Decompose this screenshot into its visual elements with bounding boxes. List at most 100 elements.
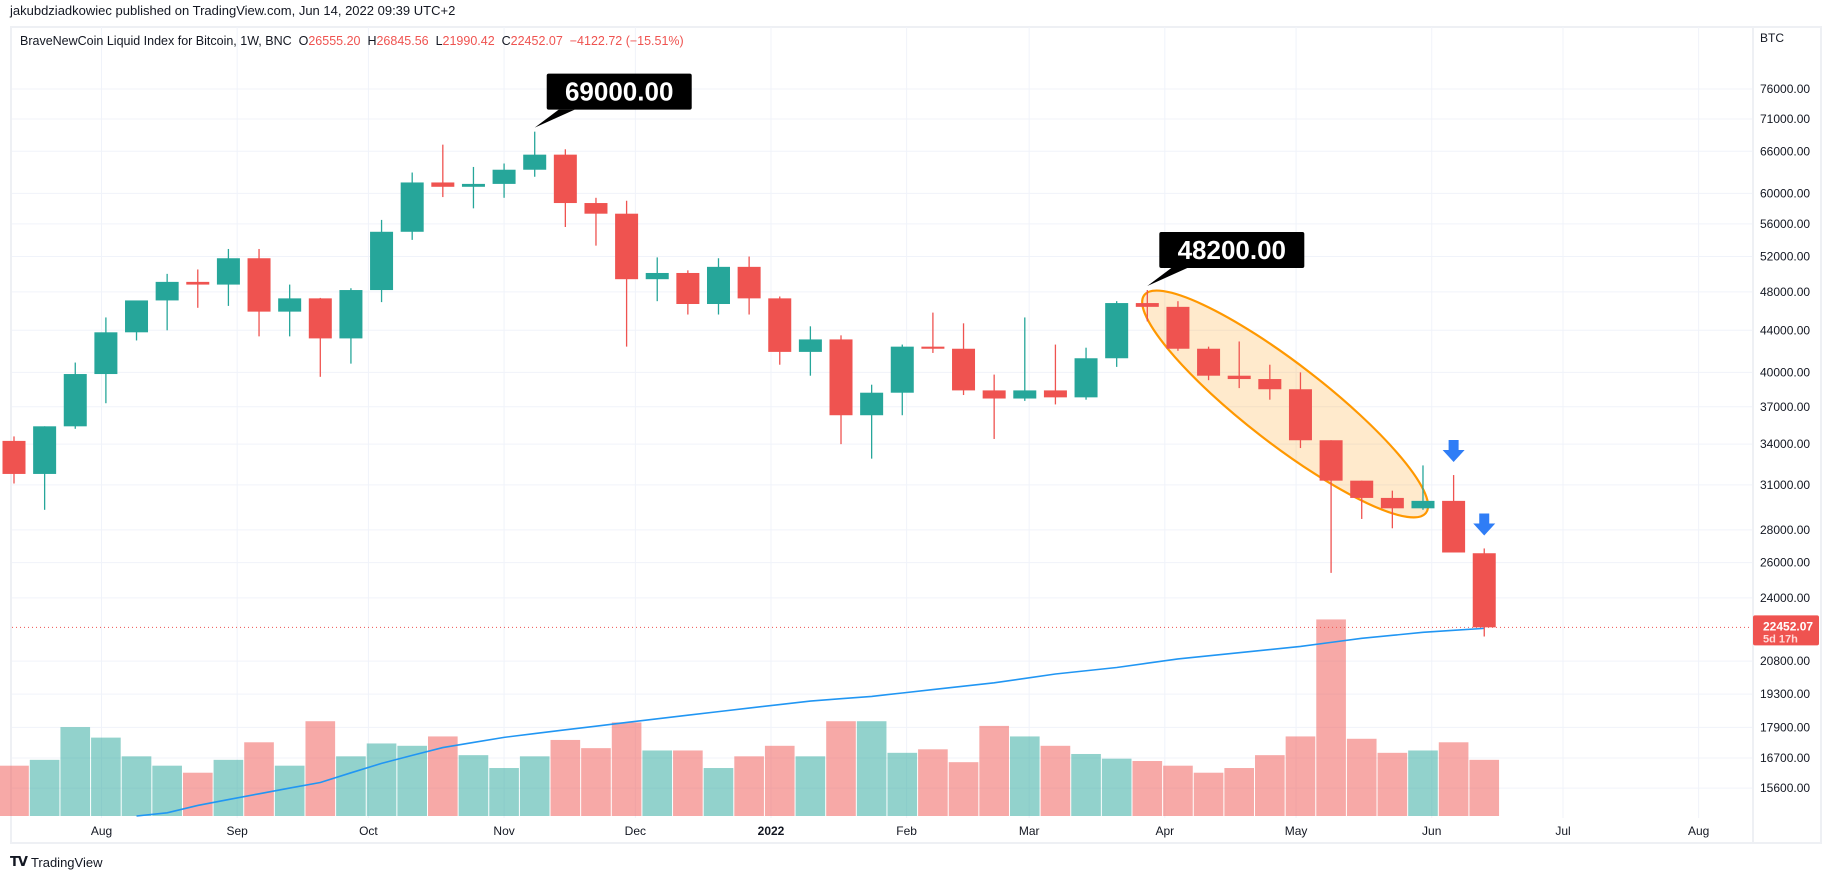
volume-bar	[703, 768, 734, 816]
candle-body	[737, 266, 761, 299]
volume-bar	[213, 759, 244, 816]
volume-bar	[121, 756, 152, 816]
y-tick-label: 40000.00	[1760, 365, 1810, 379]
volume-bar	[336, 756, 366, 816]
volume-bar	[489, 768, 519, 816]
candle-body	[1013, 390, 1037, 399]
volume-bar	[1255, 755, 1285, 816]
candle-body	[768, 298, 792, 352]
moving-average-line	[136, 627, 1485, 817]
candle-body	[584, 203, 608, 214]
volume-bar	[1377, 752, 1408, 816]
y-tick-label: 56000.00	[1760, 217, 1810, 231]
candle-body	[461, 183, 485, 187]
x-tick-label: Feb	[896, 824, 917, 838]
volume-bar	[1071, 753, 1101, 816]
y-tick-label: 71000.00	[1760, 112, 1810, 126]
x-tick-label: Apr	[1155, 824, 1174, 838]
currency-label: BTC	[1760, 31, 1784, 45]
volume-bar	[1316, 619, 1346, 816]
candle-body	[1105, 303, 1129, 359]
y-tick-label: 20800.00	[1760, 654, 1810, 668]
candle-body	[216, 258, 240, 285]
candle-body	[308, 298, 332, 339]
arrow-down-icon	[1442, 440, 1465, 463]
candle-body	[339, 290, 363, 339]
last-price-tag	[1753, 615, 1819, 646]
volume-bar	[1438, 742, 1469, 816]
symbol-legend: BraveNewCoin Liquid Index for Bitcoin, 1…	[20, 34, 684, 48]
x-tick-label: Aug	[91, 824, 112, 838]
candle-body	[2, 440, 26, 474]
candle-body	[186, 281, 210, 285]
candle-body	[1166, 306, 1190, 349]
symbol-name: BraveNewCoin Liquid Index for Bitcoin, 1…	[20, 34, 292, 48]
y-tick-label: 34000.00	[1760, 437, 1810, 451]
candle-body	[63, 374, 87, 427]
volume-bar	[1469, 759, 1500, 816]
candle-body	[952, 348, 976, 391]
candle-body	[1258, 379, 1282, 390]
volume-bar	[550, 739, 581, 816]
candle-body	[400, 182, 424, 232]
candle-body	[829, 339, 853, 416]
candle-body	[247, 258, 271, 312]
volume-bar	[1132, 761, 1163, 816]
candle-body	[278, 298, 302, 312]
candle-body	[676, 272, 700, 305]
volume-bar	[734, 756, 764, 816]
price-label-box	[1159, 232, 1305, 269]
x-tick-label: Sep	[226, 824, 248, 838]
price-label-text: 69000.00	[565, 77, 673, 107]
candle-body	[1411, 500, 1435, 509]
price-label-box	[546, 73, 692, 110]
moving-average	[136, 627, 1485, 817]
candle-body	[1227, 375, 1251, 380]
volume-bar	[458, 755, 489, 816]
y-tick-label: 16700.00	[1760, 751, 1810, 765]
candle-body	[1350, 480, 1374, 498]
candle-body	[125, 300, 149, 333]
y-tick-label: 17900.00	[1760, 720, 1810, 734]
volume-bar	[1163, 765, 1193, 816]
candle-body	[1380, 497, 1404, 509]
volume-bar	[1285, 736, 1316, 816]
price-label-text: 48200.00	[1178, 235, 1286, 265]
y-tick-label: 44000.00	[1760, 323, 1810, 337]
y-tick-label: 24000.00	[1760, 591, 1810, 605]
change-value: −4122.72 (−15.51%)	[569, 34, 684, 48]
candle-body	[798, 339, 822, 352]
y-tick-label: 28000.00	[1760, 523, 1810, 537]
volume-bar	[887, 752, 918, 816]
label-pointer	[1147, 268, 1188, 287]
volume-bar	[366, 743, 397, 816]
volume-bar	[795, 756, 826, 816]
y-tick-label: 48000.00	[1760, 285, 1810, 299]
candle-body	[982, 390, 1006, 399]
x-tick-label: Jul	[1555, 824, 1570, 838]
volume-bar	[826, 721, 856, 816]
x-tick-label: Aug	[1688, 824, 1709, 838]
volume-bar	[1408, 750, 1438, 816]
tradingview-logo[interactable]: TV TradingView	[10, 855, 102, 870]
volume-bar	[1101, 758, 1132, 816]
x-tick-label: 2022	[758, 824, 785, 838]
y-tick-label: 76000.00	[1760, 82, 1810, 96]
volume-bar	[91, 737, 121, 816]
ellipse-annotation	[1141, 289, 1430, 519]
candle-body	[33, 426, 57, 474]
volume-bar	[152, 765, 182, 816]
candle-body	[706, 266, 730, 305]
time-axis: Aug Sep Oct Nov Dec 2022 Feb Mar Apr May Jun Jul Aug	[91, 824, 1709, 838]
y-tick-label: 15600.00	[1760, 781, 1810, 795]
x-tick-label: Jun	[1422, 824, 1441, 838]
tradingview-logo-icon: TV	[10, 855, 28, 870]
candle-body	[1319, 440, 1343, 481]
volume-bar	[1193, 772, 1224, 816]
volume-bar	[1040, 745, 1071, 816]
volume-bar	[764, 745, 795, 816]
volume-bar	[1224, 768, 1255, 816]
y-tick-label: 60000.00	[1760, 186, 1810, 200]
candle-body	[523, 154, 547, 170]
